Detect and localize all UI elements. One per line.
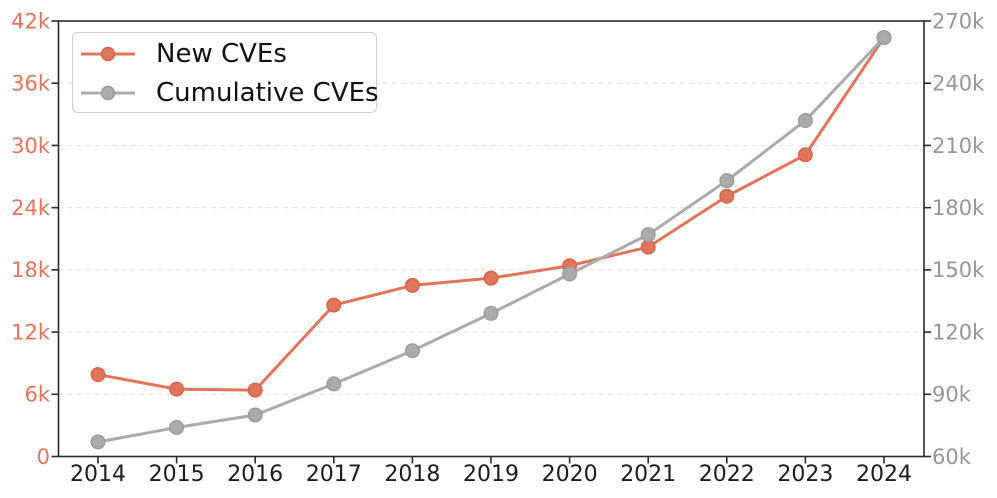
new-cves-marker [719, 188, 735, 204]
x-axis-tick-label: 2017 [306, 462, 362, 487]
y-axis-left-tick-label: 0 [37, 445, 50, 469]
plot-border [57, 20, 925, 458]
legend-label-cumulative-cves: Cumulative CVEs [156, 77, 379, 108]
y-axis-left-tick-label: 24k [11, 196, 51, 220]
y-axis-left-tick-label: 42k [11, 9, 51, 33]
y-axis-left-tick-label: 6k [24, 383, 50, 407]
y-axis-right-tick-label: 180k [932, 196, 985, 220]
y-axis-left-tick-label: 36k [11, 72, 51, 96]
y-axis-right-tick-label: 90k [932, 383, 972, 407]
new-cves-marker [483, 270, 499, 286]
legend-item-new-cves: New CVEs [81, 34, 368, 73]
cumulative-cves-marker [90, 434, 106, 450]
y-axis-right-tick-label: 150k [932, 258, 985, 282]
y-axis-left-tick-label: 18k [11, 258, 51, 282]
x-axis-tick-label: 2014 [70, 462, 126, 487]
cumulative-cves-marker [247, 407, 263, 423]
cumulative-cves-marker [562, 266, 578, 282]
cumulative-cves-marker [797, 113, 813, 129]
x-axis-tick-label: 2015 [149, 462, 205, 487]
x-axis-tick-label: 2023 [777, 462, 833, 487]
new-cves-marker [169, 381, 185, 397]
x-axis-tick-label: 2018 [384, 462, 440, 487]
x-axis-tick-label: 2024 [856, 462, 912, 487]
y-axis-left-tick-label: 30k [11, 134, 51, 158]
legend-label-new-cves: New CVEs [156, 38, 287, 69]
y-axis-right-tick-label: 210k [932, 134, 985, 158]
x-axis-tick-label: 2019 [463, 462, 519, 487]
y-axis-right-tick-label: 240k [932, 72, 985, 96]
new-cves-marker [90, 367, 106, 383]
cumulative-cves-marker [719, 173, 735, 189]
x-axis-tick-label: 2022 [699, 462, 755, 487]
cumulative-cves-marker [326, 376, 342, 392]
new-cves-marker [404, 277, 420, 293]
legend-swatch-new-cves-icon [81, 46, 135, 61]
new-cves-marker [640, 239, 656, 255]
y-axis-left-tick-label: 12k [11, 320, 51, 344]
legend: New CVEs Cumulative CVEs [72, 32, 379, 113]
cumulative-cves-marker [169, 419, 185, 435]
new-cves-marker [326, 297, 342, 313]
new-cves-marker [247, 382, 263, 398]
cumulative-cves-marker [876, 30, 892, 46]
y-axis-right-tick-label: 120k [932, 320, 985, 344]
y-axis-right-tick-label: 60k [932, 445, 972, 469]
x-axis-tick-label: 2020 [542, 462, 598, 487]
cumulative-cves-marker [483, 305, 499, 321]
new-cves-marker [797, 147, 813, 163]
x-axis-tick-label: 2016 [227, 462, 283, 487]
y-axis-right-tick-label: 270k [932, 9, 985, 33]
x-axis-tick-label: 2021 [620, 462, 676, 487]
legend-item-cumulative-cves: Cumulative CVEs [81, 73, 379, 112]
cumulative-cves-marker [404, 343, 420, 359]
legend-swatch-cumulative-cves-icon [81, 85, 135, 100]
cumulative-cves-marker [640, 227, 656, 243]
